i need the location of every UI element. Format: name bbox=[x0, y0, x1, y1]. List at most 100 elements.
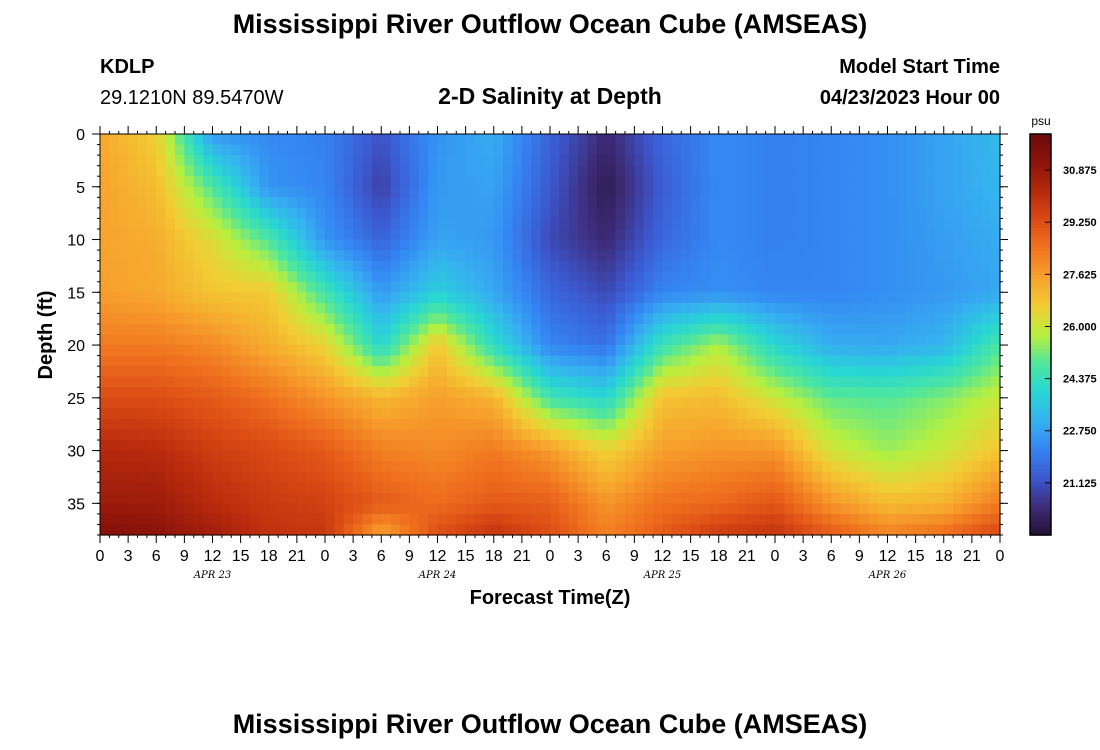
heatmap-cell bbox=[184, 471, 195, 483]
heatmap-cell bbox=[325, 218, 335, 230]
heatmap-cell bbox=[521, 250, 532, 262]
heatmap-cell bbox=[193, 503, 204, 515]
heatmap-cell bbox=[109, 461, 120, 473]
heatmap-cell bbox=[109, 345, 120, 357]
colorbar-segment bbox=[1030, 518, 1051, 523]
heatmap-cell bbox=[278, 250, 289, 262]
heatmap-cell bbox=[390, 334, 401, 346]
heatmap-cell bbox=[428, 197, 439, 209]
heatmap-cell bbox=[700, 228, 710, 241]
heatmap-cell bbox=[250, 218, 260, 230]
colorbar-segment bbox=[1030, 524, 1051, 529]
heatmap-cell bbox=[353, 471, 364, 483]
heatmap-cell bbox=[343, 197, 354, 209]
heatmap-cell bbox=[690, 281, 701, 293]
heatmap-cell bbox=[343, 450, 354, 462]
heatmap-cell bbox=[128, 207, 139, 220]
heatmap-cell bbox=[184, 271, 195, 283]
heatmap-cell bbox=[128, 323, 139, 336]
heatmap-cell bbox=[512, 228, 523, 241]
colorbar-segment bbox=[1030, 324, 1051, 329]
heatmap-cell bbox=[250, 397, 260, 409]
heatmap-cell bbox=[278, 471, 289, 483]
heatmap-cell bbox=[953, 207, 964, 220]
heatmap-cell bbox=[606, 471, 617, 483]
heatmap-cell bbox=[531, 492, 542, 504]
heatmap-cell bbox=[971, 408, 982, 420]
heatmap-cell bbox=[165, 176, 176, 188]
heatmap-cell bbox=[409, 218, 420, 230]
heatmap-cell bbox=[850, 207, 860, 220]
heatmap-cell bbox=[428, 250, 439, 262]
heatmap-cell bbox=[690, 144, 701, 156]
heatmap-cell bbox=[100, 250, 110, 262]
heatmap-cell bbox=[465, 197, 476, 209]
heatmap-cell bbox=[118, 471, 129, 483]
heatmap-cell bbox=[259, 408, 270, 420]
heatmap-cell bbox=[821, 271, 832, 283]
heatmap-cell bbox=[915, 345, 926, 357]
heatmap-cell bbox=[475, 492, 485, 504]
heatmap-cell bbox=[906, 144, 917, 156]
heatmap-cell bbox=[709, 418, 720, 431]
heatmap-cell bbox=[221, 355, 232, 367]
heatmap-cell bbox=[925, 450, 935, 462]
heatmap-cell bbox=[775, 334, 785, 346]
heatmap-cell bbox=[643, 450, 654, 462]
heatmap-cell bbox=[831, 144, 842, 156]
x-tick-label: 9 bbox=[405, 548, 414, 565]
heatmap-cell bbox=[296, 503, 307, 515]
heatmap-cell bbox=[231, 186, 242, 198]
heatmap-cell bbox=[793, 450, 804, 462]
heatmap-cell bbox=[231, 239, 242, 251]
heatmap-cell bbox=[146, 207, 157, 220]
heatmap-cell bbox=[353, 228, 364, 241]
heatmap-cell bbox=[118, 239, 129, 251]
colorbar-segment bbox=[1030, 341, 1051, 346]
heatmap-cell bbox=[850, 144, 860, 156]
heatmap-cell bbox=[428, 440, 439, 452]
heatmap-cell bbox=[728, 440, 739, 452]
heatmap-cell bbox=[521, 228, 532, 241]
heatmap-cell bbox=[643, 408, 654, 420]
heatmap-cell bbox=[878, 134, 889, 146]
x-tick-label: 0 bbox=[771, 548, 780, 565]
heatmap-cell bbox=[765, 239, 776, 251]
heatmap-cell bbox=[418, 524, 429, 536]
heatmap-cell bbox=[990, 271, 1001, 283]
heatmap-cell bbox=[109, 207, 120, 220]
heatmap-cell bbox=[756, 165, 767, 177]
colorbar-segment bbox=[1030, 197, 1051, 202]
heatmap-cell bbox=[240, 271, 251, 283]
heatmap-cell bbox=[906, 239, 917, 251]
heatmap-cell bbox=[521, 355, 532, 367]
heatmap-cell bbox=[756, 134, 767, 146]
heatmap-cell bbox=[709, 471, 720, 483]
heatmap-cell bbox=[681, 239, 692, 251]
heatmap-cell bbox=[325, 228, 335, 241]
colorbar-segment bbox=[1030, 204, 1051, 209]
heatmap-cell bbox=[784, 165, 795, 177]
heatmap-cell bbox=[840, 144, 851, 156]
heatmap-cell bbox=[475, 345, 485, 357]
heatmap-cell bbox=[343, 302, 354, 314]
heatmap-cell bbox=[868, 218, 879, 230]
heatmap-cell bbox=[287, 366, 298, 378]
heatmap-cell bbox=[793, 207, 804, 220]
heatmap-cell bbox=[784, 524, 795, 536]
heatmap-cell bbox=[840, 281, 851, 293]
heatmap-cell bbox=[437, 418, 448, 431]
heatmap-cell bbox=[512, 334, 523, 346]
heatmap-cell bbox=[803, 397, 814, 409]
heatmap-cell bbox=[615, 239, 626, 251]
heatmap-cell bbox=[934, 165, 945, 177]
heatmap-cell bbox=[306, 429, 317, 441]
heatmap-cell bbox=[325, 418, 335, 431]
colorbar-segment bbox=[1030, 458, 1051, 463]
heatmap-cell bbox=[878, 250, 889, 262]
heatmap-cell bbox=[137, 355, 148, 367]
heatmap-cell bbox=[728, 218, 739, 230]
heatmap-cell bbox=[746, 134, 757, 146]
x-day-label: APR 25 bbox=[643, 570, 681, 581]
heatmap-cell bbox=[915, 482, 926, 494]
